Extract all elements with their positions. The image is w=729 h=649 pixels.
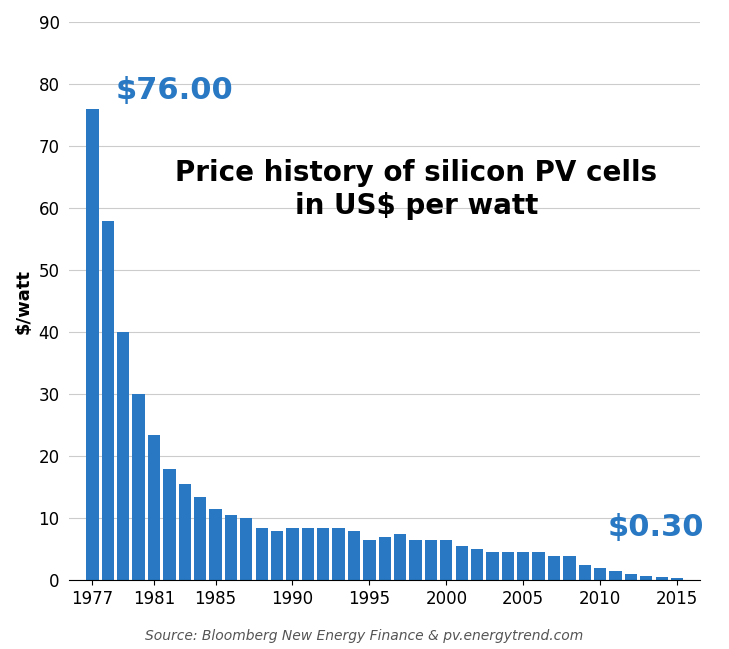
Bar — [117, 332, 130, 580]
Bar — [640, 576, 652, 580]
Text: $0.30: $0.30 — [608, 513, 704, 542]
Bar — [532, 552, 545, 580]
Bar — [194, 496, 206, 580]
Bar — [225, 515, 237, 580]
Bar — [317, 528, 330, 580]
Bar — [410, 540, 421, 580]
Bar — [209, 509, 222, 580]
Bar — [148, 435, 160, 580]
Bar — [302, 528, 314, 580]
Bar — [179, 484, 191, 580]
Bar — [517, 552, 529, 580]
Bar — [332, 528, 345, 580]
Bar — [502, 552, 514, 580]
Bar — [564, 556, 576, 580]
Bar — [471, 549, 483, 580]
Bar — [609, 571, 622, 580]
Bar — [456, 546, 468, 580]
Bar — [394, 533, 406, 580]
Bar — [256, 528, 268, 580]
Bar — [486, 552, 499, 580]
Bar — [348, 531, 360, 580]
Bar — [671, 578, 683, 580]
Bar — [271, 531, 284, 580]
Bar — [163, 469, 176, 580]
Text: Source: Bloomberg New Energy Finance & pv.energytrend.com: Source: Bloomberg New Energy Finance & p… — [145, 628, 584, 643]
Bar — [363, 540, 375, 580]
Y-axis label: $/watt: $/watt — [15, 269, 33, 334]
Bar — [440, 540, 453, 580]
Bar — [86, 109, 98, 580]
Bar — [655, 577, 668, 580]
Bar — [240, 519, 252, 580]
Bar — [625, 574, 637, 580]
Bar — [102, 221, 114, 580]
Bar — [133, 394, 145, 580]
Bar — [378, 537, 391, 580]
Bar — [286, 528, 299, 580]
Text: $76.00: $76.00 — [116, 76, 233, 104]
Bar — [548, 556, 560, 580]
Bar — [579, 565, 591, 580]
Bar — [594, 568, 607, 580]
Text: Price history of silicon PV cells
in US$ per watt: Price history of silicon PV cells in US$… — [175, 159, 658, 220]
Bar — [425, 540, 437, 580]
